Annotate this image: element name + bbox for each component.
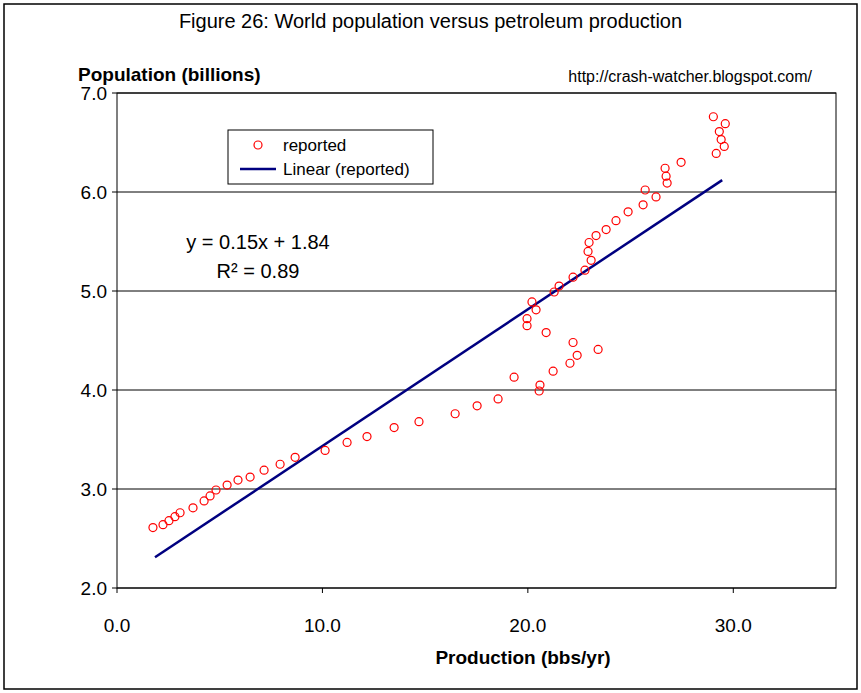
point <box>494 395 502 403</box>
point <box>390 424 398 432</box>
tick-mark <box>733 588 734 593</box>
point <box>510 373 518 381</box>
chart: Figure 26: World population versus petro… <box>0 0 861 693</box>
point <box>363 433 371 441</box>
point <box>602 226 610 234</box>
legend-swatch <box>254 141 262 149</box>
point <box>549 367 557 375</box>
point <box>677 158 685 166</box>
grid-line <box>117 291 836 292</box>
legend: reported Linear (reported) <box>228 130 433 184</box>
point <box>536 381 544 389</box>
point <box>276 460 284 468</box>
annotation: y = 0.15x + 1.84 <box>186 231 329 253</box>
point <box>715 128 723 136</box>
point <box>523 322 531 330</box>
point <box>639 201 647 209</box>
outer-border <box>4 4 857 689</box>
tick-mark <box>112 489 117 490</box>
background <box>0 0 861 693</box>
tick-label: 7.0 <box>81 83 107 104</box>
tick-label: 30.0 <box>715 615 752 636</box>
x-axis-label: Production (bbs/yr) <box>435 647 610 668</box>
point <box>624 208 632 216</box>
point <box>569 338 577 346</box>
tick-mark <box>112 291 117 292</box>
point <box>585 238 593 246</box>
tick-label: 2.0 <box>81 578 107 599</box>
point <box>149 524 157 532</box>
tick-mark <box>112 192 117 193</box>
point <box>212 486 220 494</box>
tick-mark <box>112 390 117 391</box>
point <box>612 217 620 225</box>
point <box>641 186 649 194</box>
point <box>260 466 268 474</box>
tick-mark <box>322 588 323 593</box>
point <box>165 517 173 525</box>
point <box>532 306 540 314</box>
tick-mark <box>117 588 118 593</box>
point <box>176 509 184 517</box>
point <box>594 345 602 353</box>
marks <box>149 113 729 558</box>
point <box>721 120 729 128</box>
point <box>712 149 720 157</box>
annotation: R² = 0.89 <box>217 260 300 282</box>
point <box>223 481 231 489</box>
point <box>587 256 595 264</box>
grid-line <box>117 192 836 193</box>
point <box>592 232 600 240</box>
tick-mark <box>112 588 117 589</box>
tick-mark <box>527 588 528 593</box>
point <box>321 446 329 454</box>
plot-frame <box>117 93 836 588</box>
point <box>159 521 167 529</box>
legend-box <box>228 130 433 184</box>
legend-label: reported <box>283 136 346 155</box>
point <box>343 438 351 446</box>
trend-line <box>155 180 722 557</box>
legend-label: Linear (reported) <box>283 160 410 179</box>
legend-swatch <box>240 168 276 171</box>
tick-label: 4.0 <box>81 380 107 401</box>
point <box>234 476 242 484</box>
tick-label: 0.0 <box>104 615 130 636</box>
point <box>720 142 728 150</box>
point <box>528 298 536 306</box>
point <box>709 113 717 121</box>
point <box>415 418 423 426</box>
point <box>451 410 459 418</box>
point <box>189 504 197 512</box>
tick-label: 6.0 <box>81 182 107 203</box>
tick-mark <box>112 93 117 94</box>
point <box>573 351 581 359</box>
annotation: http://crash-watcher.blogspot.com/ <box>568 68 812 85</box>
y-axis-label: Population (billions) <box>78 64 261 85</box>
tick-label: 10.0 <box>304 615 341 636</box>
grid-line <box>117 390 836 391</box>
tick-label: 20.0 <box>509 615 546 636</box>
point <box>566 359 574 367</box>
point <box>661 164 669 172</box>
point <box>555 282 563 290</box>
point <box>473 402 481 410</box>
point <box>652 193 660 201</box>
point <box>581 266 589 274</box>
point <box>663 179 671 187</box>
point <box>246 473 254 481</box>
point <box>584 247 592 255</box>
point <box>569 273 577 281</box>
plot-area <box>117 93 836 588</box>
title: Figure 26: World population versus petro… <box>179 10 682 32</box>
point <box>291 453 299 461</box>
tick-label: 3.0 <box>81 479 107 500</box>
tick-label: 5.0 <box>81 281 107 302</box>
point <box>542 329 550 337</box>
